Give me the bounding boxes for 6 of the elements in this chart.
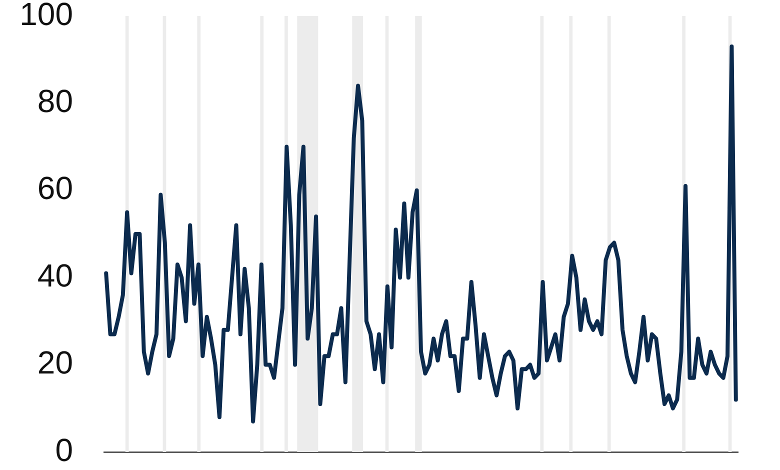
y-tick-label: 100 <box>20 0 73 32</box>
y-tick-label: 40 <box>37 257 73 294</box>
y-tick-label: 0 <box>55 432 73 468</box>
y-tick-label: 60 <box>37 170 73 206</box>
y-tick-label: 20 <box>37 344 73 381</box>
y-tick-label: 80 <box>37 83 73 120</box>
